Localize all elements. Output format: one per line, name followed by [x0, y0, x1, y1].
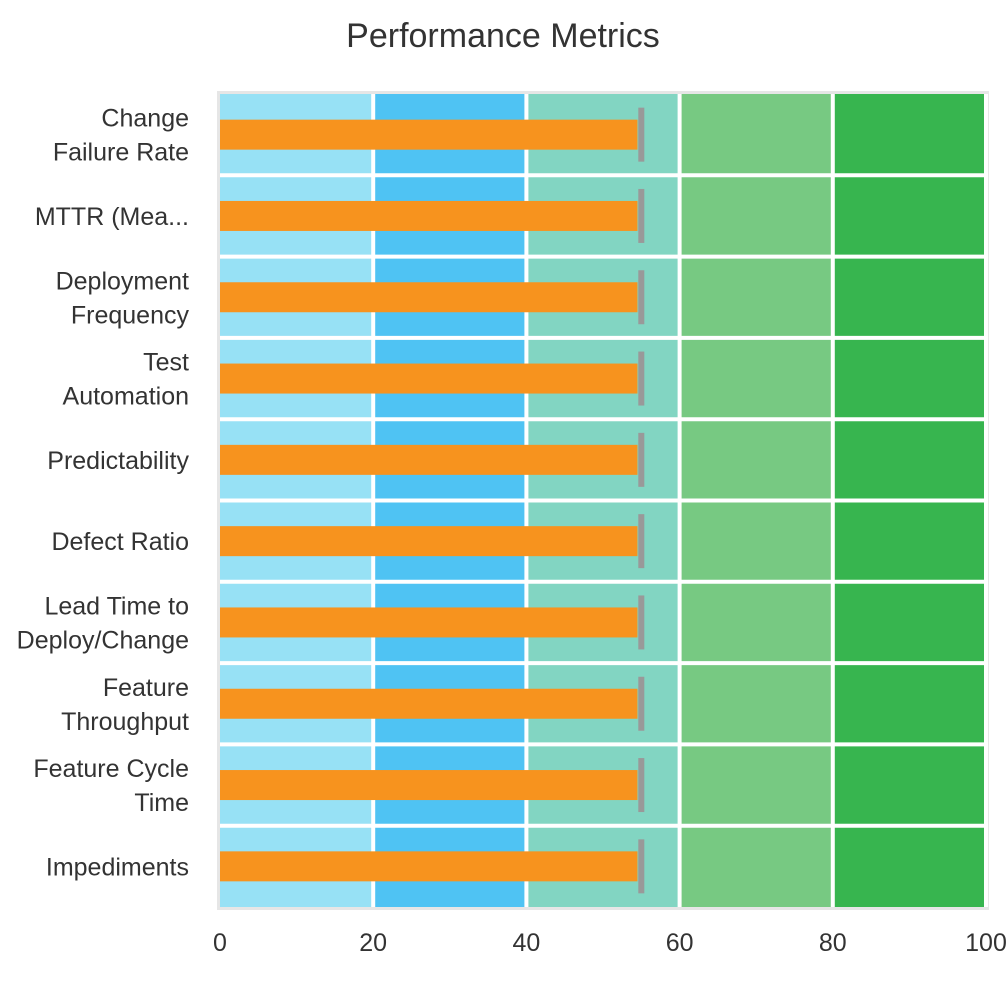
range-band	[679, 663, 833, 745]
y-axis: Change Failure Rate MTTR (Mea... Deployment…	[17, 105, 190, 882]
target-marker	[638, 839, 645, 894]
plot-area	[217, 91, 989, 910]
target-marker	[638, 188, 645, 243]
range-band	[832, 500, 986, 582]
target-marker	[638, 595, 645, 650]
range-band	[832, 175, 986, 257]
range-band	[832, 663, 986, 745]
y-category-label: Change Failure Rate	[53, 105, 189, 167]
y-category-label: Defect Ratio	[51, 528, 189, 556]
measure-bar	[220, 282, 638, 313]
target-marker	[638, 758, 645, 813]
target-marker	[638, 676, 645, 731]
x-tick-label: 40	[512, 929, 540, 957]
range-band	[679, 581, 833, 664]
target-marker	[638, 432, 645, 487]
range-band	[679, 337, 833, 420]
range-band	[679, 256, 833, 338]
range-band	[679, 500, 833, 582]
range-band	[832, 256, 986, 338]
measure-bar	[220, 851, 638, 882]
measure-bar	[220, 200, 638, 231]
y-category-label: Deployment Frequency	[56, 267, 190, 329]
measure-bar	[220, 770, 638, 801]
range-band	[832, 337, 986, 420]
x-tick-label: 20	[359, 929, 387, 957]
range-band	[832, 581, 986, 664]
range-band	[832, 94, 986, 176]
measure-bar	[220, 688, 638, 719]
measure-bar	[220, 526, 638, 557]
range-band	[679, 94, 833, 176]
range-band	[679, 825, 833, 907]
range-band	[832, 419, 986, 501]
x-tick-label: 60	[666, 929, 694, 957]
range-band	[679, 175, 833, 257]
y-category-label: Lead Time to Deploy/Change	[17, 592, 189, 654]
measure-bar	[220, 607, 638, 638]
x-tick-label: 0	[213, 929, 227, 957]
measure-bar	[220, 363, 638, 394]
target-marker	[638, 270, 645, 325]
target-marker	[638, 107, 645, 162]
target-marker	[638, 351, 645, 406]
chart-title: Performance Metrics	[346, 17, 660, 55]
target-marker	[638, 514, 645, 569]
x-tick-label: 100	[965, 929, 1006, 957]
y-category-label: Feature Cycle Time	[33, 755, 189, 817]
y-category-label: Test Automation	[63, 349, 190, 411]
y-category-label: MTTR (Mea...	[35, 203, 189, 231]
x-axis: 0 20 40 60 80 100	[213, 929, 1006, 957]
measure-bar	[220, 444, 638, 475]
x-tick-label: 80	[819, 929, 847, 957]
range-band	[832, 744, 986, 826]
range-band	[679, 419, 833, 501]
y-category-label: Impediments	[46, 853, 189, 881]
range-band	[679, 744, 833, 826]
range-band	[832, 825, 986, 907]
y-category-label: Feature Throughput	[61, 674, 189, 736]
y-category-label: Predictability	[47, 447, 189, 475]
measure-bar	[220, 119, 638, 150]
